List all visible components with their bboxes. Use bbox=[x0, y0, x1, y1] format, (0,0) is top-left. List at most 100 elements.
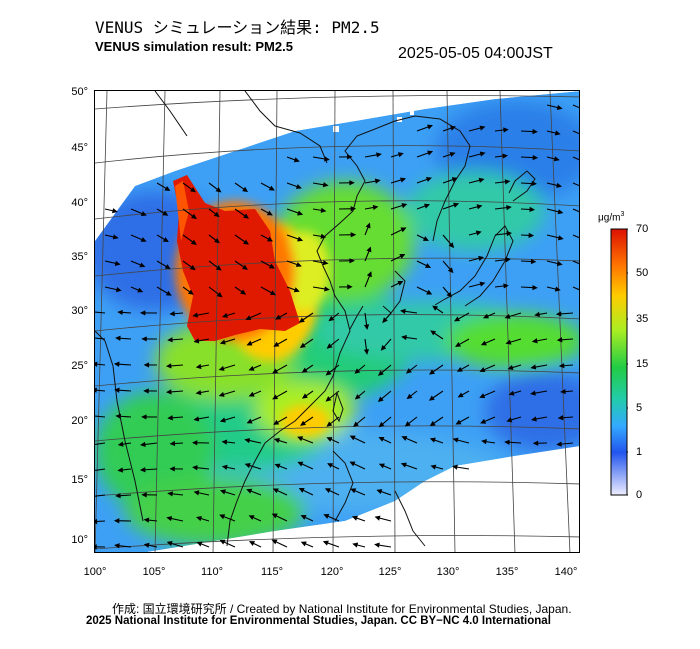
lon-tick-125: 125° bbox=[378, 566, 402, 578]
wind-arrowhead bbox=[506, 417, 513, 423]
graticule bbox=[95, 91, 579, 552]
lat-tick-15: 15° bbox=[71, 474, 88, 486]
wind-arrowhead bbox=[215, 187, 222, 193]
wind-arrowhead bbox=[452, 464, 458, 470]
wind-arrowhead bbox=[192, 465, 198, 471]
wind-arrowhead bbox=[167, 415, 173, 421]
wind-arrowhead bbox=[320, 233, 327, 239]
colorbar-label-15: 15 bbox=[636, 358, 649, 370]
wind-arrowhead bbox=[246, 418, 253, 424]
wind-arrowhead bbox=[293, 287, 300, 293]
wind-arrowhead bbox=[554, 130, 561, 136]
wind-arrowhead bbox=[454, 341, 462, 347]
lon-tick-135: 135° bbox=[495, 566, 519, 578]
wind-vector bbox=[572, 104, 579, 109]
wind-arrowhead bbox=[447, 267, 454, 274]
wind-arrowhead bbox=[457, 392, 464, 398]
wind-arrowhead bbox=[164, 264, 171, 270]
wind-arrowhead bbox=[377, 396, 384, 403]
wind-arrowhead bbox=[557, 209, 564, 215]
wind-arrowhead bbox=[378, 437, 385, 442]
wind-arrowhead bbox=[374, 542, 380, 548]
colorbar-label-70: 70 bbox=[636, 223, 649, 235]
map-frame[interactable] bbox=[94, 90, 580, 553]
wind-arrowhead bbox=[326, 437, 333, 442]
wind-arrowhead bbox=[113, 361, 120, 367]
wind-arrowhead bbox=[363, 324, 370, 330]
lat-tick-45: 45° bbox=[71, 142, 88, 154]
wind-arrowhead bbox=[349, 461, 356, 467]
wind-arrowhead bbox=[503, 127, 509, 133]
wind-arrowhead bbox=[242, 264, 248, 270]
wind-arrowhead bbox=[399, 254, 406, 259]
wind-arrowhead bbox=[352, 542, 359, 548]
wind-arrowhead bbox=[502, 153, 509, 159]
wind-arrowhead bbox=[328, 315, 335, 322]
lon-tick-100: 100° bbox=[83, 566, 107, 578]
lat-tick-20: 20° bbox=[71, 415, 88, 427]
wind-vector bbox=[572, 130, 579, 135]
wind-arrowhead bbox=[323, 514, 330, 519]
wind-arrowhead bbox=[143, 517, 150, 523]
wind-arrowhead bbox=[397, 152, 404, 158]
wind-arrowhead bbox=[532, 440, 539, 446]
wind-arrowhead bbox=[326, 343, 333, 349]
lat-tick-25: 25° bbox=[71, 360, 88, 372]
wind-arrowhead bbox=[430, 464, 437, 470]
wind-arrowhead bbox=[428, 369, 435, 375]
wind-arrowhead bbox=[139, 467, 146, 473]
wind-arrowhead bbox=[141, 492, 147, 498]
lon-tick-115: 115° bbox=[261, 566, 283, 578]
wind-arrowhead bbox=[429, 437, 436, 443]
wind-arrowhead bbox=[363, 349, 369, 355]
wind-arrowhead bbox=[165, 389, 172, 395]
wind-arrowhead bbox=[449, 151, 456, 157]
wind-arrowhead bbox=[299, 342, 306, 349]
wind-arrowhead bbox=[324, 488, 331, 494]
lon-tick-130: 130° bbox=[436, 566, 460, 578]
wind-arrowhead bbox=[115, 335, 121, 341]
wind-arrowhead bbox=[95, 387, 97, 393]
wind-vector bbox=[95, 337, 106, 340]
wind-arrowhead bbox=[432, 305, 439, 311]
wind-arrowhead bbox=[274, 463, 281, 469]
wind-arrowhead bbox=[382, 317, 388, 324]
lon-tick-105: 105° bbox=[142, 566, 166, 578]
wind-arrowhead bbox=[195, 389, 202, 396]
wind-arrowhead bbox=[349, 258, 355, 264]
wind-arrowhead bbox=[378, 421, 385, 428]
wind-arrowhead bbox=[405, 368, 412, 374]
wind-arrowhead bbox=[556, 337, 563, 343]
wind-arrowhead bbox=[450, 125, 456, 131]
wind-arrowhead bbox=[271, 513, 278, 519]
wind-arrowhead bbox=[507, 365, 514, 370]
wind-arrowhead bbox=[378, 463, 385, 469]
wind-arrowhead bbox=[451, 177, 458, 183]
wind-arrowhead bbox=[401, 436, 408, 441]
lon-tick-110: 110° bbox=[201, 566, 223, 578]
wind-arrowhead bbox=[351, 515, 358, 521]
wind-arrowhead bbox=[504, 179, 511, 185]
wind-arrowhead bbox=[95, 544, 97, 550]
title-jp: VENUS シミュレーション結果: PM2.5 bbox=[95, 18, 380, 37]
wind-arrowhead bbox=[322, 182, 329, 188]
wind-arrowhead bbox=[115, 287, 122, 293]
colorbar-label-0: 0 bbox=[636, 489, 643, 501]
wind-arrowhead bbox=[528, 232, 535, 239]
wind-arrowhead bbox=[165, 363, 172, 369]
wind-arrowhead bbox=[529, 206, 535, 213]
wind-arrowhead bbox=[272, 394, 279, 400]
wind-arrowhead bbox=[164, 185, 171, 191]
colorbar-label-5: 5 bbox=[636, 402, 643, 414]
wind-arrowhead bbox=[503, 283, 509, 289]
wind-arrowhead bbox=[397, 280, 404, 286]
wind-arrowhead bbox=[374, 178, 381, 184]
wind-arrowhead bbox=[297, 461, 304, 467]
wind-arrowhead bbox=[372, 204, 379, 211]
wind-arrowhead bbox=[366, 271, 372, 278]
wind-arrowhead bbox=[242, 186, 249, 193]
wind-arrowhead bbox=[248, 365, 255, 371]
wind-arrowhead bbox=[169, 466, 175, 472]
wind-arrowhead bbox=[143, 362, 150, 368]
wind-arrowhead bbox=[137, 287, 144, 293]
